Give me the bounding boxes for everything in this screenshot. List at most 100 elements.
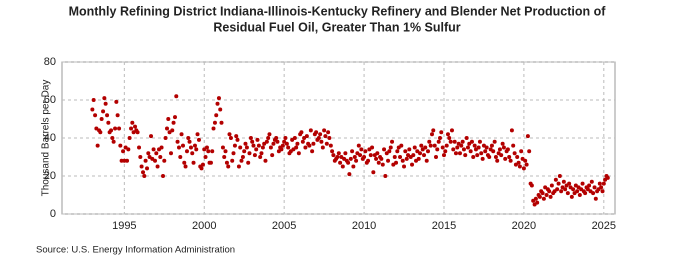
- data-point: [445, 132, 450, 137]
- data-point: [529, 183, 534, 188]
- data-point: [509, 128, 514, 133]
- data-point: [240, 155, 245, 159]
- data-point: [303, 145, 308, 150]
- x-tick-label: 2020: [512, 220, 536, 232]
- data-point: [153, 158, 158, 163]
- data-point: [215, 101, 220, 106]
- data-point: [103, 101, 108, 106]
- data-point: [366, 158, 371, 163]
- data-point: [304, 134, 309, 139]
- data-point: [495, 158, 500, 163]
- data-point: [547, 189, 552, 194]
- data-point: [219, 120, 224, 125]
- data-point: [448, 139, 453, 144]
- data-point: [428, 143, 433, 148]
- data-point: [533, 196, 538, 201]
- data-point: [109, 128, 114, 133]
- data-point: [535, 200, 540, 205]
- data-point: [471, 155, 476, 159]
- data-point: [519, 149, 524, 154]
- data-point: [338, 160, 343, 165]
- data-point: [348, 156, 353, 161]
- data-point: [214, 113, 219, 118]
- data-point: [258, 155, 263, 159]
- data-point: [239, 158, 244, 163]
- data-point: [224, 160, 229, 165]
- data-point: [244, 145, 249, 150]
- data-point: [149, 134, 154, 139]
- data-point: [429, 132, 434, 137]
- data-point: [138, 155, 143, 159]
- data-point: [127, 136, 132, 140]
- data-point: [394, 160, 399, 165]
- data-point: [114, 99, 119, 104]
- data-point: [426, 149, 431, 154]
- data-point: [516, 160, 521, 165]
- data-point: [451, 147, 456, 152]
- data-point: [483, 149, 488, 154]
- data-point: [468, 149, 473, 154]
- x-tick-label: 2005: [272, 220, 296, 232]
- data-point: [271, 141, 276, 146]
- data-point: [511, 143, 516, 148]
- data-point: [90, 107, 95, 112]
- data-point: [424, 158, 429, 163]
- data-point: [135, 130, 140, 135]
- data-point: [98, 130, 103, 135]
- data-point: [270, 153, 275, 158]
- data-point: [599, 185, 604, 190]
- data-point: [260, 145, 265, 150]
- data-point: [527, 149, 532, 154]
- data-point: [443, 149, 448, 154]
- data-point: [403, 149, 408, 154]
- data-point: [210, 149, 215, 154]
- data-point: [204, 145, 209, 150]
- data-point: [236, 164, 241, 169]
- data-point: [455, 145, 460, 150]
- data-point: [165, 126, 170, 131]
- data-point: [311, 141, 316, 146]
- data-point: [280, 143, 285, 148]
- data-point: [497, 147, 502, 152]
- data-point: [292, 136, 297, 140]
- data-point: [283, 136, 288, 140]
- data-point: [433, 155, 438, 159]
- data-point: [194, 147, 199, 152]
- data-point: [208, 160, 213, 165]
- data-point: [170, 128, 175, 133]
- data-point: [178, 155, 183, 159]
- data-point: [499, 153, 504, 158]
- data-point: [593, 196, 598, 201]
- data-point: [169, 151, 174, 156]
- data-point: [216, 96, 221, 101]
- data-point: [182, 160, 187, 165]
- data-point: [503, 156, 508, 161]
- data-point: [187, 139, 192, 144]
- data-point: [461, 147, 466, 152]
- data-point: [569, 194, 574, 199]
- data-point: [314, 130, 319, 135]
- data-point: [268, 145, 273, 150]
- data-point: [336, 151, 341, 156]
- data-point: [110, 136, 115, 140]
- chart-title: Monthly Refining District Indiana-Illino…: [69, 4, 607, 18]
- data-point: [318, 132, 323, 137]
- data-point: [286, 145, 291, 150]
- data-point: [121, 149, 126, 154]
- data-point: [469, 139, 474, 144]
- data-point: [154, 151, 159, 156]
- data-point: [101, 109, 106, 114]
- data-point: [395, 149, 400, 154]
- data-point: [267, 132, 272, 137]
- y-tick-label: 40: [44, 132, 56, 144]
- data-point: [437, 136, 442, 140]
- data-point: [597, 181, 602, 186]
- data-point: [489, 143, 494, 148]
- data-point: [284, 141, 289, 146]
- data-point: [230, 158, 235, 163]
- data-point: [544, 193, 549, 197]
- data-point: [363, 149, 368, 154]
- data-point: [274, 136, 279, 140]
- data-point: [180, 143, 185, 148]
